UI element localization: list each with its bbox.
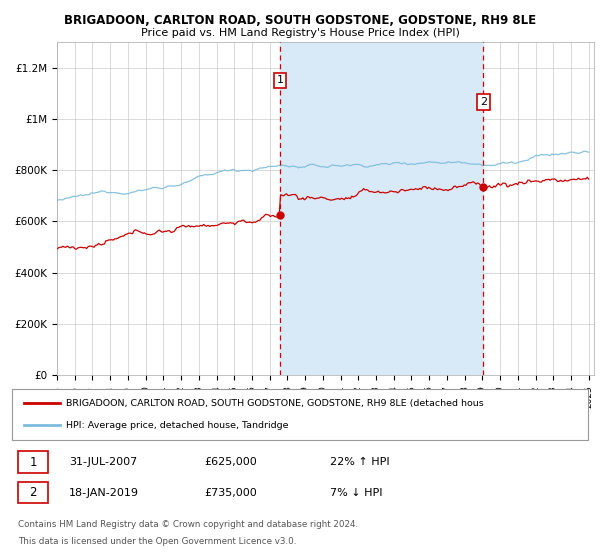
Text: 1: 1 [29, 455, 37, 469]
Text: BRIGADOON, CARLTON ROAD, SOUTH GODSTONE, GODSTONE, RH9 8LE (detached hous: BRIGADOON, CARLTON ROAD, SOUTH GODSTONE,… [66, 399, 484, 408]
Text: HPI: Average price, detached house, Tandridge: HPI: Average price, detached house, Tand… [66, 421, 289, 430]
Text: 22% ↑ HPI: 22% ↑ HPI [330, 457, 389, 467]
Text: Contains HM Land Registry data © Crown copyright and database right 2024.: Contains HM Land Registry data © Crown c… [18, 520, 358, 529]
Text: 2: 2 [479, 97, 487, 107]
Bar [280, 42, 483, 375]
Text: £625,000: £625,000 [204, 457, 257, 467]
Text: 18-JAN-2019: 18-JAN-2019 [69, 488, 139, 498]
Text: £735,000: £735,000 [204, 488, 257, 498]
Text: 1: 1 [277, 75, 283, 85]
Text: BRIGADOON, CARLTON ROAD, SOUTH GODSTONE, GODSTONE, RH9 8LE: BRIGADOON, CARLTON ROAD, SOUTH GODSTONE,… [64, 14, 536, 27]
Text: 31-JUL-2007: 31-JUL-2007 [69, 457, 137, 467]
Text: Price paid vs. HM Land Registry's House Price Index (HPI): Price paid vs. HM Land Registry's House … [140, 28, 460, 38]
Text: 2: 2 [29, 486, 37, 500]
Text: This data is licensed under the Open Government Licence v3.0.: This data is licensed under the Open Gov… [18, 537, 296, 546]
Text: 7% ↓ HPI: 7% ↓ HPI [330, 488, 383, 498]
